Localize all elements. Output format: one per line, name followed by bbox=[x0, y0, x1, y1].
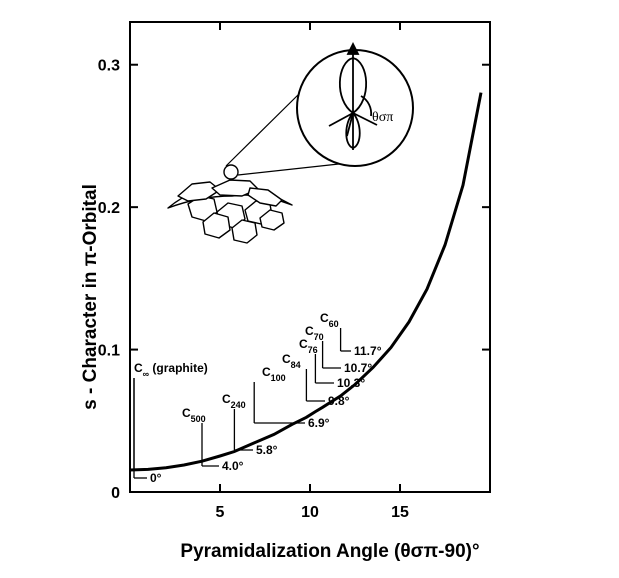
pi-orbital-icon bbox=[328, 41, 378, 150]
magnify-spot bbox=[223, 164, 239, 180]
annotation-C500: C500 4.0° bbox=[182, 406, 244, 473]
annotation-C240: C240 5.8° bbox=[222, 392, 278, 457]
y-tick-label: 0 bbox=[111, 485, 120, 502]
x-axis-label: Pyramidalization Angle (θσπ-90)° bbox=[180, 541, 479, 562]
magnify-circle bbox=[296, 49, 414, 167]
x-tick-label: 5 bbox=[216, 504, 225, 521]
annotation-C84: C84 9.8° bbox=[282, 352, 350, 408]
annotation-C70: C70 10.7° bbox=[305, 324, 372, 375]
theta-sigma-pi-label: θσπ bbox=[372, 110, 393, 125]
point-annotations: C∞ (graphite)0°C5004.0°C2405.8°C1006.9°C… bbox=[133, 311, 382, 485]
annotation-C100: C100 6.9° bbox=[253, 365, 330, 430]
formula-label: C∞ (graphite) bbox=[134, 361, 208, 379]
angle-label: 0° bbox=[150, 471, 162, 485]
y-tick-label: 0.2 bbox=[98, 200, 120, 217]
fullerene-cage-icon bbox=[167, 179, 293, 244]
magnify-line bbox=[237, 162, 349, 176]
x-tick-label: 15 bbox=[391, 504, 409, 521]
angle-label: 10.3° bbox=[337, 376, 365, 390]
axis-tick-labels: 5 10 15 0 0.1 0.2 0.3 bbox=[98, 58, 409, 521]
y-axis-label: s - Character in π-Orbital bbox=[80, 184, 101, 410]
formula-label: C100 bbox=[262, 365, 286, 383]
formula-label: C60 bbox=[320, 311, 339, 329]
formula-label: C240 bbox=[222, 392, 246, 410]
formula-label: C84 bbox=[282, 352, 301, 370]
x-tick-label: 10 bbox=[301, 504, 319, 521]
annotation-C60: C60 11.7° bbox=[320, 311, 382, 358]
magnify-line bbox=[225, 91, 302, 167]
annotation-C∞: C∞ (graphite) 0° bbox=[133, 361, 208, 485]
y-tick-label: 0.1 bbox=[98, 343, 120, 360]
annotation-C76: C76 10.3° bbox=[299, 337, 365, 390]
angle-label: 10.7° bbox=[344, 361, 372, 375]
angle-label: 4.0° bbox=[222, 459, 244, 473]
angle-label: 5.8° bbox=[256, 443, 278, 457]
data-series-line bbox=[129, 92, 483, 472]
formula-label: C76 bbox=[299, 337, 318, 355]
angle-label: 11.7° bbox=[354, 344, 382, 358]
formula-label: C500 bbox=[182, 406, 206, 424]
y-tick-label: 0.3 bbox=[98, 58, 120, 75]
angle-label: 6.9° bbox=[308, 416, 330, 430]
axis-ticks bbox=[130, 22, 490, 492]
formula-label: C70 bbox=[305, 324, 324, 342]
inset-illustration: θσπ bbox=[167, 41, 414, 244]
angle-label: 9.8° bbox=[328, 394, 350, 408]
